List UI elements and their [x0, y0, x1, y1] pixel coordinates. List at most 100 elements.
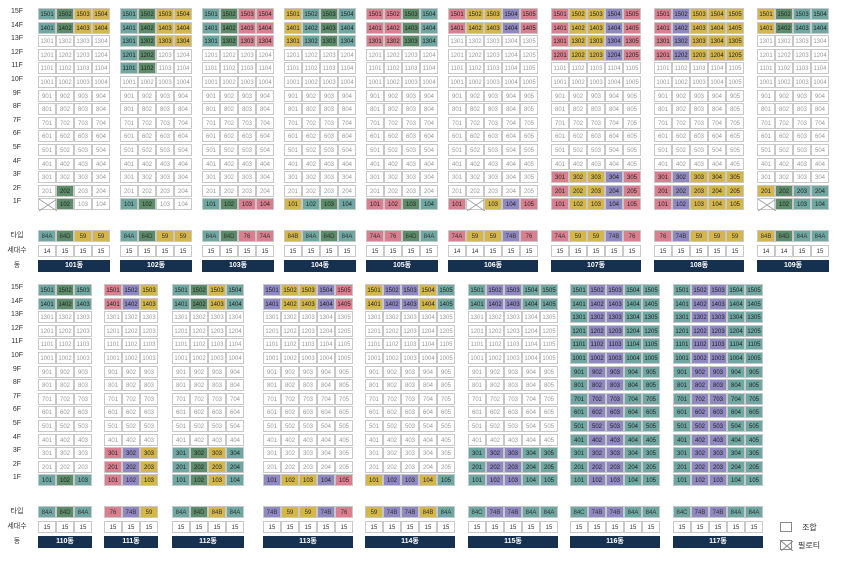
unit-cell[interactable]: 301: [172, 447, 190, 460]
unit-cell[interactable]: 101: [365, 474, 383, 487]
unit-cell[interactable]: 1005: [437, 352, 455, 364]
unit-cell[interactable]: 203: [208, 460, 226, 473]
unit-cell[interactable]: 1301: [284, 35, 302, 48]
unit-cell[interactable]: 1403: [690, 21, 708, 34]
unit-cell[interactable]: 201: [673, 460, 691, 473]
unit-cell[interactable]: 402: [383, 433, 401, 446]
unit-cell[interactable]: 204: [502, 184, 520, 197]
unit-cell[interactable]: 1203: [320, 48, 338, 61]
unit-cell[interactable]: 601: [365, 406, 383, 419]
unit-cell[interactable]: 1402: [466, 21, 484, 34]
unit-cell[interactable]: 301: [366, 171, 384, 184]
unit-cell[interactable]: 1103: [401, 338, 419, 351]
unit-cell[interactable]: 1401: [551, 21, 569, 34]
unit-cell[interactable]: 102: [56, 198, 74, 211]
unit-cell[interactable]: 904: [708, 89, 726, 102]
unit-cell[interactable]: 1004: [92, 76, 110, 88]
unit-cell[interactable]: 1302: [569, 35, 587, 48]
unit-cell[interactable]: 801: [365, 379, 383, 392]
unit-cell[interactable]: 1404: [420, 21, 438, 34]
unit-cell[interactable]: 602: [302, 130, 320, 143]
unit-cell[interactable]: 804: [317, 379, 335, 392]
unit-cell[interactable]: 503: [587, 144, 605, 156]
unit-cell[interactable]: 505: [745, 420, 763, 432]
unit-cell[interactable]: 1103: [238, 62, 256, 75]
unit-cell[interactable]: 1503: [484, 8, 502, 20]
unit-cell[interactable]: 1505: [540, 284, 558, 296]
unit-cell[interactable]: 702: [190, 392, 208, 405]
unit-cell[interactable]: 901: [104, 365, 122, 378]
unit-cell[interactable]: 901: [570, 365, 588, 378]
unit-cell[interactable]: 301: [448, 171, 466, 184]
unit-cell[interactable]: 204: [420, 184, 438, 197]
unit-cell[interactable]: 205: [437, 460, 455, 473]
unit-cell[interactable]: 1002: [281, 352, 299, 364]
unit-cell[interactable]: 304: [92, 171, 110, 184]
unit-cell[interactable]: 702: [302, 116, 320, 129]
unit-cell[interactable]: 102: [384, 198, 402, 211]
unit-cell[interactable]: 601: [366, 130, 384, 143]
unit-cell[interactable]: 1502: [775, 8, 793, 20]
unit-cell[interactable]: 204: [338, 184, 356, 197]
unit-cell[interactable]: 802: [569, 103, 587, 116]
unit-cell[interactable]: 1103: [156, 62, 174, 75]
unit-cell[interactable]: 102: [220, 198, 238, 211]
unit-cell[interactable]: 105: [520, 198, 538, 211]
unit-cell[interactable]: 302: [56, 171, 74, 184]
unit-cell[interactable]: 1505: [623, 8, 641, 20]
unit-cell[interactable]: 103: [208, 474, 226, 487]
unit-cell[interactable]: 401: [38, 433, 56, 446]
unit-cell[interactable]: 101: [120, 198, 138, 211]
unit-cell[interactable]: 1002: [122, 352, 140, 364]
unit-cell[interactable]: 1004: [522, 352, 540, 364]
unit-cell[interactable]: 1402: [190, 297, 208, 310]
unit-cell[interactable]: 1504: [811, 8, 829, 20]
unit-cell[interactable]: 1203: [299, 324, 317, 337]
unit-cell[interactable]: 402: [384, 157, 402, 170]
unit-cell[interactable]: 201: [38, 460, 56, 473]
unit-cell[interactable]: 705: [520, 116, 538, 129]
unit-cell[interactable]: 1301: [38, 35, 56, 48]
unit-cell[interactable]: 1005: [520, 76, 538, 88]
unit-cell[interactable]: 702: [56, 116, 74, 129]
unit-cell[interactable]: 404: [811, 157, 829, 170]
unit-cell[interactable]: 604: [338, 130, 356, 143]
unit-cell[interactable]: 703: [690, 116, 708, 129]
unit-cell[interactable]: 1005: [540, 352, 558, 364]
unit-cell[interactable]: 1103: [484, 62, 502, 75]
unit-cell[interactable]: 201: [104, 460, 122, 473]
unit-cell[interactable]: 603: [238, 130, 256, 143]
unit-cell[interactable]: 1204: [605, 48, 623, 61]
unit-cell[interactable]: 1302: [281, 311, 299, 324]
unit-cell[interactable]: 1201: [172, 324, 190, 337]
unit-cell[interactable]: 1202: [56, 324, 74, 337]
unit-cell[interactable]: 301: [673, 447, 691, 460]
unit-cell[interactable]: 1202: [383, 324, 401, 337]
unit-cell[interactable]: 202: [384, 184, 402, 197]
unit-cell[interactable]: 401: [448, 157, 466, 170]
unit-cell[interactable]: 803: [208, 379, 226, 392]
unit-cell[interactable]: 1505: [642, 284, 660, 296]
unit-cell[interactable]: 604: [502, 130, 520, 143]
unit-cell[interactable]: 1205: [335, 324, 353, 337]
unit-cell[interactable]: 1002: [56, 76, 74, 88]
unit-cell[interactable]: 803: [709, 379, 727, 392]
unit-cell[interactable]: 701: [757, 116, 775, 129]
unit-cell[interactable]: 302: [466, 171, 484, 184]
unit-cell[interactable]: 1501: [38, 284, 56, 296]
unit-cell[interactable]: 302: [56, 447, 74, 460]
unit-cell[interactable]: 1205: [726, 48, 744, 61]
unit-cell[interactable]: 302: [384, 171, 402, 184]
unit-cell[interactable]: 1203: [156, 48, 174, 61]
unit-cell[interactable]: 304: [502, 171, 520, 184]
unit-cell[interactable]: 403: [504, 433, 522, 446]
unit-cell[interactable]: 101: [570, 474, 588, 487]
unit-cell[interactable]: 1405: [437, 297, 455, 310]
unit-cell[interactable]: 1403: [587, 21, 605, 34]
unit-cell[interactable]: 903: [587, 89, 605, 102]
unit-cell[interactable]: 202: [672, 184, 690, 197]
unit-cell[interactable]: 201: [366, 184, 384, 197]
unit-cell[interactable]: 1101: [172, 338, 190, 351]
unit-cell[interactable]: 301: [570, 447, 588, 460]
unit-cell[interactable]: 603: [587, 130, 605, 143]
